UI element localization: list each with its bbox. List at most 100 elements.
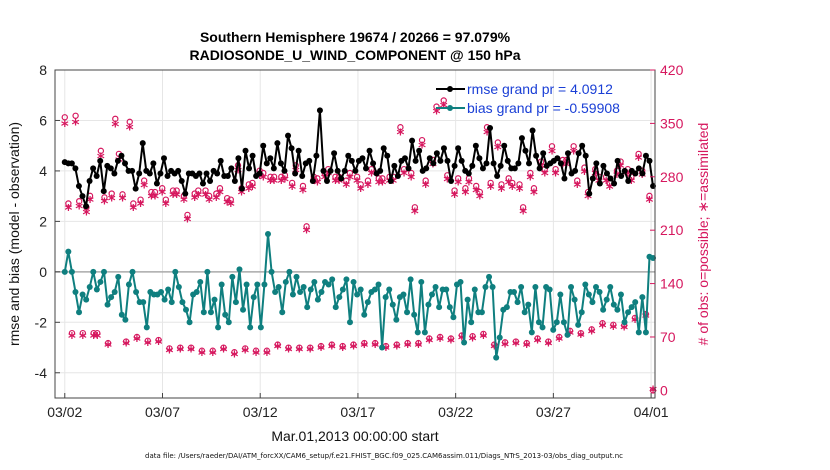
bias-point xyxy=(514,299,521,306)
x-tick-label: 03/17 xyxy=(340,404,375,420)
obs-possible-marker xyxy=(104,339,112,347)
rmse-point xyxy=(139,140,146,147)
obs-possible-marker xyxy=(588,326,595,333)
obs-possible-marker xyxy=(393,341,401,348)
obs-possible-marker xyxy=(227,196,234,203)
bias-point xyxy=(307,286,314,293)
bias-point xyxy=(564,331,571,338)
x-tick-label: 03/02 xyxy=(47,404,82,420)
obs-possible-marker xyxy=(202,187,209,194)
obs-possible-marker xyxy=(101,194,108,201)
bias-point xyxy=(83,296,90,303)
obs-assimilated-marker: * xyxy=(86,193,94,211)
obs-assimilated-marker: * xyxy=(552,167,560,185)
bias-point xyxy=(546,286,553,293)
obs-possible-marker xyxy=(422,177,429,184)
obs-possible-marker xyxy=(397,124,404,131)
obs-assimilated-marker: * xyxy=(173,188,181,206)
rmse-point xyxy=(377,167,384,174)
rmse-point xyxy=(596,180,603,187)
rmse-point xyxy=(561,175,568,182)
rmse-point xyxy=(153,180,160,187)
obs-assimilated-marker: * xyxy=(407,170,415,188)
rmse-point xyxy=(150,160,157,167)
obs-assimilated-marker: * xyxy=(620,321,628,339)
bias-point xyxy=(482,283,489,290)
obs-possible-marker xyxy=(137,196,144,203)
obs-assimilated-marker: * xyxy=(346,170,354,188)
bias-point xyxy=(186,319,193,326)
obs-possible-marker xyxy=(285,344,292,351)
obs-possible-marker xyxy=(148,188,155,196)
x-tick-label: 03/27 xyxy=(536,404,571,420)
bias-point xyxy=(332,304,339,311)
bias-point xyxy=(525,301,532,308)
bias-point xyxy=(229,273,236,280)
obs-possible-marker xyxy=(274,341,281,348)
obs-possible-marker xyxy=(90,329,97,337)
bias-point xyxy=(407,276,414,283)
obs-assimilated-marker: * xyxy=(530,186,538,204)
rmse-point xyxy=(625,178,632,185)
obs-possible-marker xyxy=(570,143,577,150)
bias-point xyxy=(607,283,614,290)
obs-assimilated-marker: * xyxy=(68,329,76,347)
rmse-point xyxy=(557,160,564,167)
bias-point xyxy=(379,344,386,351)
bias-point xyxy=(72,289,79,296)
obs-possible-marker xyxy=(534,335,541,342)
rmse-point xyxy=(469,162,476,169)
rmse-point xyxy=(199,180,206,187)
left-tick-label: 2 xyxy=(39,213,47,229)
bias-point xyxy=(428,291,435,298)
rmse-point xyxy=(157,170,164,177)
right-axis-label: # of obs: o=possible; ∗=assimilated xyxy=(695,123,711,346)
obs-possible-marker xyxy=(408,169,415,177)
obs-assimilated-marker: * xyxy=(638,168,646,186)
bias-point xyxy=(628,304,635,311)
bias-point xyxy=(589,299,596,306)
obs-assimilated-marker: * xyxy=(599,318,607,336)
rmse-point xyxy=(79,193,86,200)
rmse-point xyxy=(249,152,256,159)
rmse-point xyxy=(511,165,518,172)
obs-possible-marker xyxy=(371,339,379,347)
bias-point xyxy=(339,286,346,293)
bias-point xyxy=(518,283,525,290)
bias-point xyxy=(635,329,642,336)
footnote: data file: /Users/raeder/DAI/ATM_forcXX/… xyxy=(145,452,623,460)
bias-point xyxy=(346,319,353,326)
obs-assimilated-marker: * xyxy=(613,168,621,186)
obs-possible-marker xyxy=(122,338,130,345)
bias-point xyxy=(325,281,332,288)
bias-point xyxy=(361,311,368,318)
rmse-point xyxy=(359,155,366,162)
rmse-point xyxy=(281,167,288,174)
plot-background xyxy=(55,70,655,398)
rmse-point xyxy=(603,170,610,177)
rmse-point xyxy=(320,167,327,174)
rmse-point xyxy=(242,147,249,154)
obs-assimilated-marker: * xyxy=(151,189,159,207)
obs-possible-marker xyxy=(361,339,368,347)
rmse-point xyxy=(497,162,504,169)
obs-assimilated-marker: * xyxy=(140,179,148,197)
obs-possible-marker xyxy=(548,143,556,150)
obs-possible-marker xyxy=(577,329,585,337)
obs-assimilated-marker: * xyxy=(79,329,87,347)
obs-assimilated-marker: * xyxy=(472,183,480,201)
obs-assimilated-marker: * xyxy=(501,337,509,355)
bias-point xyxy=(68,268,75,275)
obs-possible-marker xyxy=(523,339,530,347)
rmse-point xyxy=(75,183,82,190)
rmse-point xyxy=(458,157,465,164)
rmse-point xyxy=(292,170,299,177)
rmse-point xyxy=(391,162,398,169)
obs-assimilated-marker: * xyxy=(544,337,552,355)
obs-possible-marker xyxy=(505,175,512,182)
obs-assimilated-marker: * xyxy=(339,341,347,359)
bias-point xyxy=(493,354,500,361)
rmse-point xyxy=(635,165,642,172)
obs-assimilated-marker: * xyxy=(155,335,163,353)
obs-assimilated-marker: * xyxy=(357,182,365,200)
